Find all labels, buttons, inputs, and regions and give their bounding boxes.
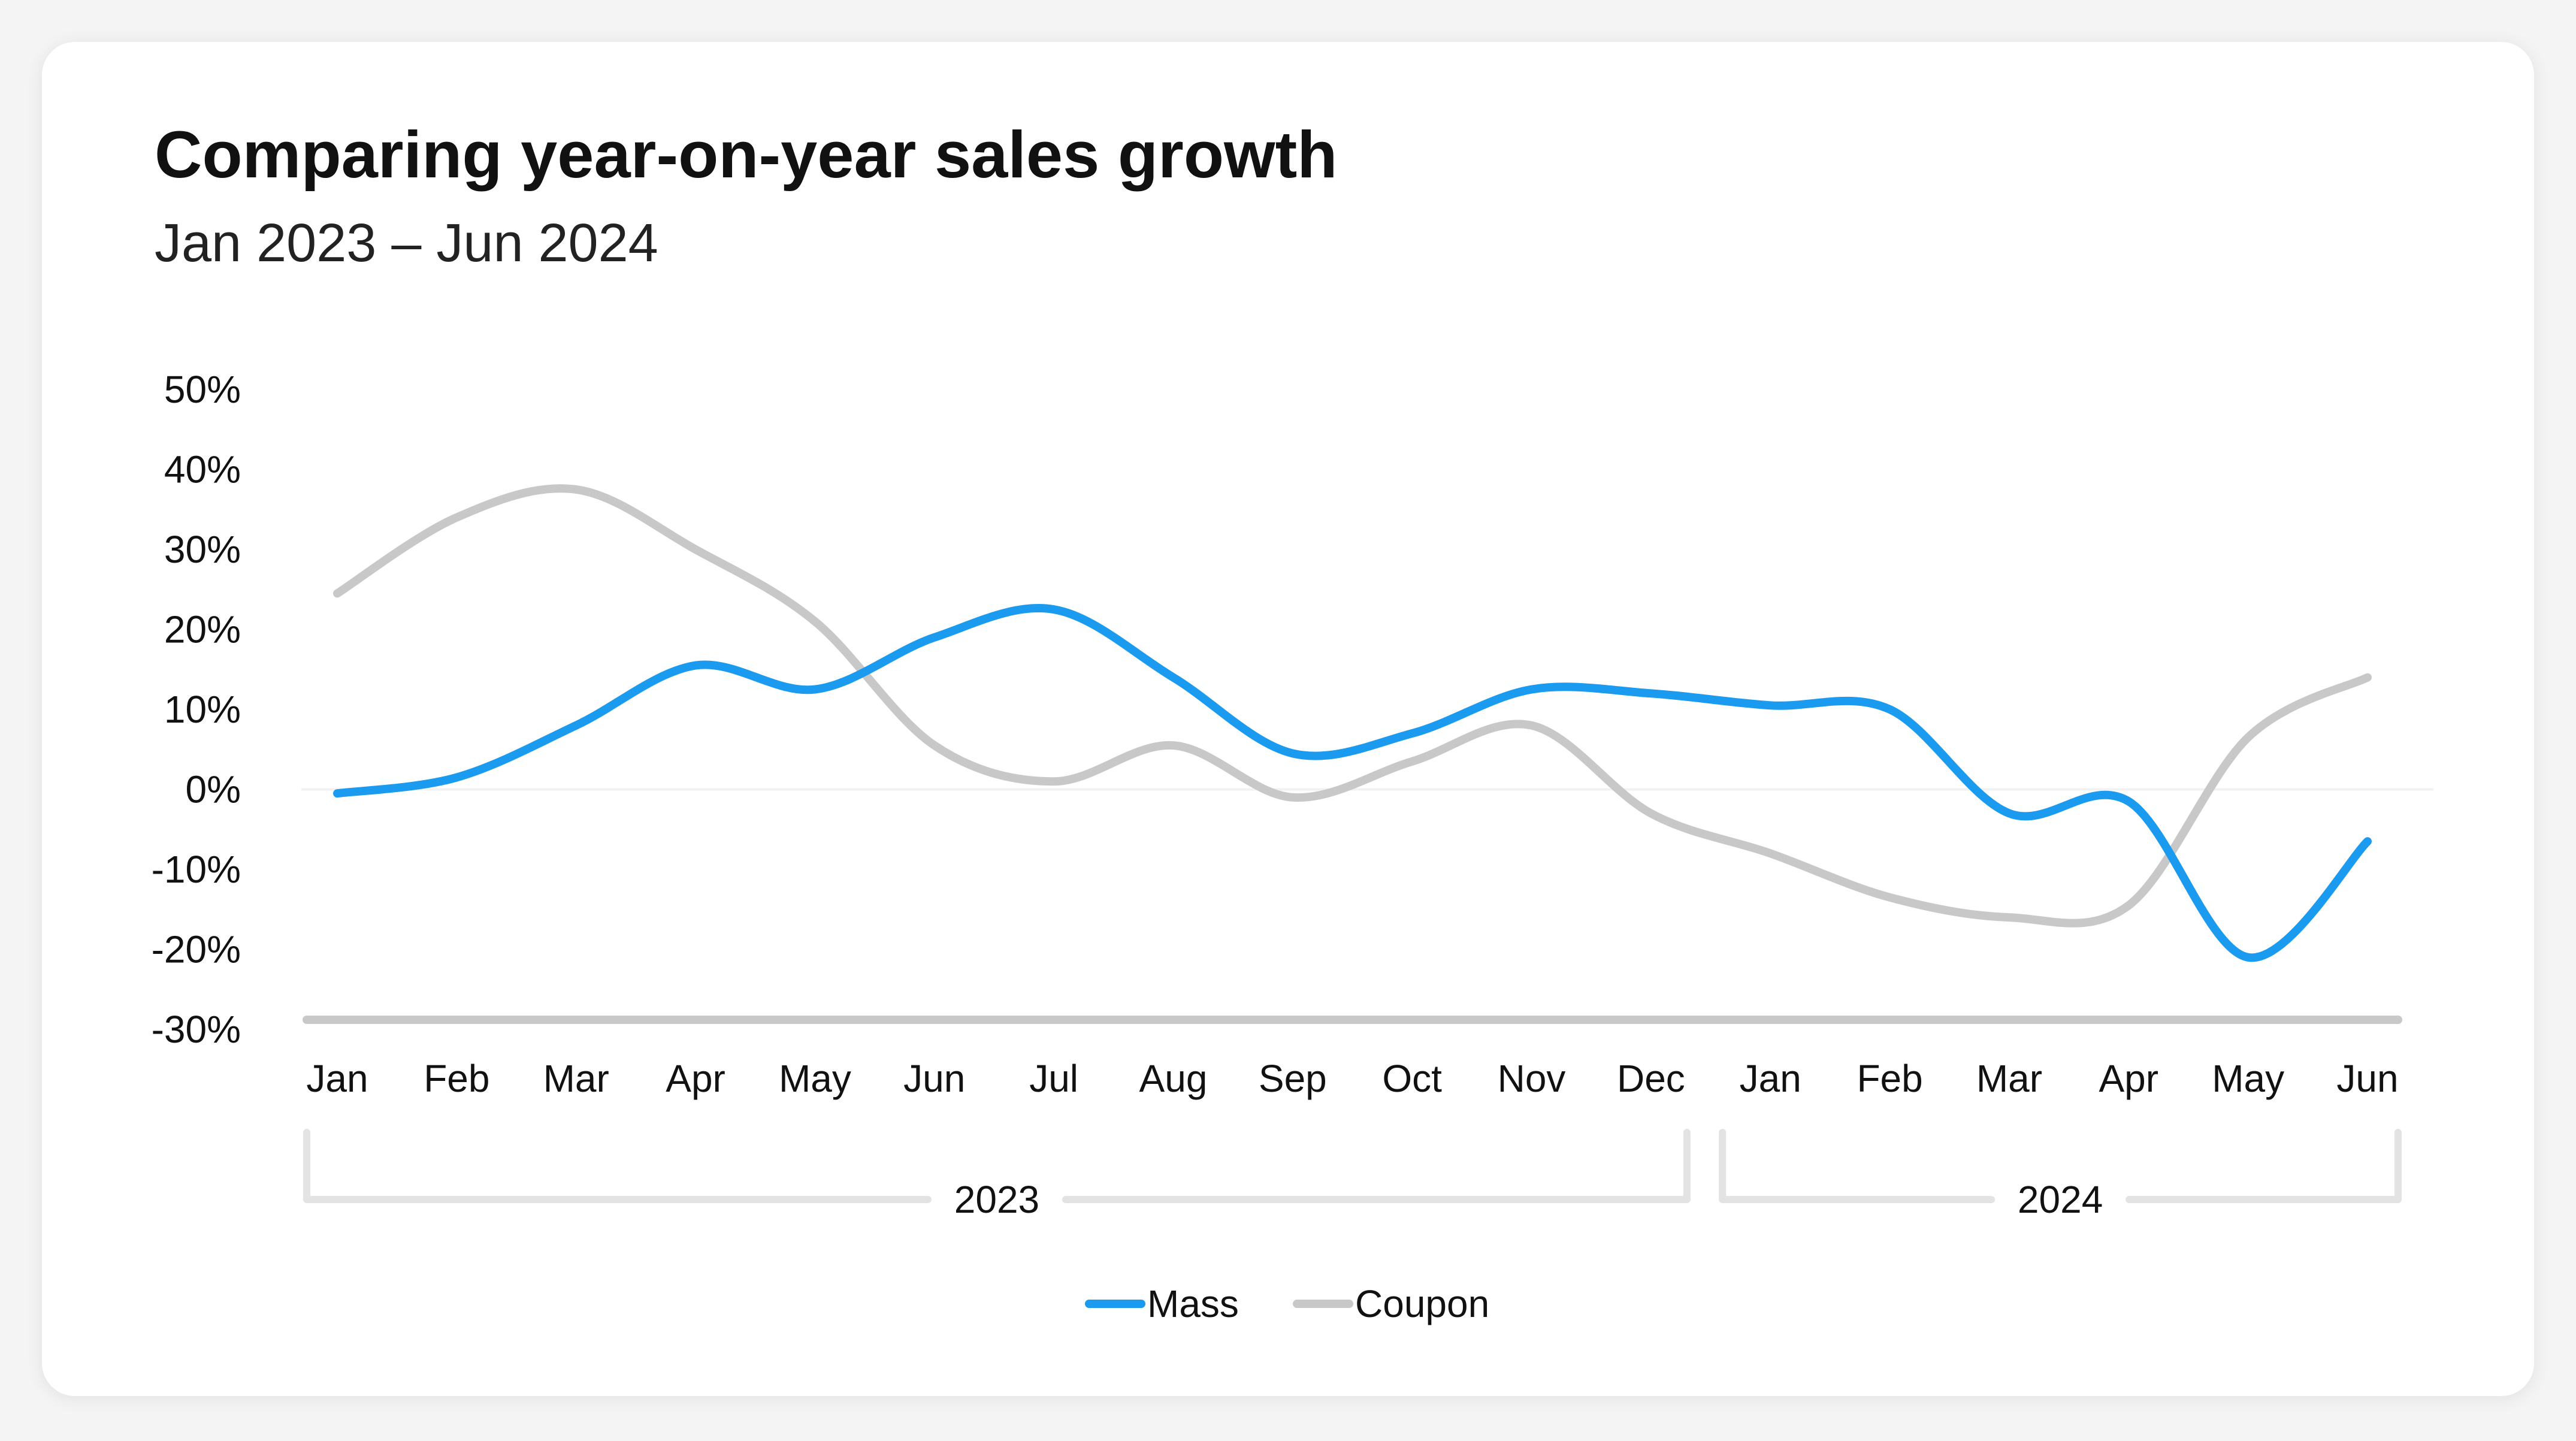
y-tick-label: -20% xyxy=(152,928,241,971)
year-label: 2024 xyxy=(2018,1178,2103,1221)
year-bracket-left xyxy=(303,1129,932,1203)
y-tick-label: 50% xyxy=(164,368,241,411)
series-line-coupon xyxy=(333,484,2372,928)
legend-item-mass: Mass xyxy=(1085,1282,1239,1325)
x-tick-label: Jan xyxy=(306,1057,368,1100)
year-bracket-left xyxy=(1719,1129,1996,1203)
year-bracket-right xyxy=(1062,1129,1691,1203)
legend: Mass Coupon xyxy=(1085,1282,1489,1325)
legend-label: Mass xyxy=(1147,1282,1239,1325)
x-tick-label: Jun xyxy=(903,1057,965,1100)
x-tick-label: Aug xyxy=(1139,1057,1208,1100)
x-tick-label: May xyxy=(779,1057,851,1100)
y-tick-label: 20% xyxy=(164,608,241,651)
x-tick-label: Apr xyxy=(666,1057,725,1100)
series-lines xyxy=(333,484,2372,962)
year-label: 2023 xyxy=(954,1178,1039,1221)
y-tick-label: 0% xyxy=(186,768,241,811)
x-tick-label: Feb xyxy=(424,1057,489,1100)
x-tick-label: Mar xyxy=(543,1057,609,1100)
x-tick-label: Mar xyxy=(1976,1057,2042,1100)
y-tick-label: 10% xyxy=(164,688,241,731)
y-axis: 50% 40% 30% 20% 10% 0% -10% -20% -30% xyxy=(152,368,241,1051)
x-axis: Jan Feb Mar Apr May Jun Jul Aug Sep Oct Nov Dec Jan F… xyxy=(306,1057,2398,1100)
x-tick-label: Feb xyxy=(1857,1057,1922,1100)
legend-item-coupon: Coupon xyxy=(1293,1282,1489,1325)
x-tick-label: Jun xyxy=(2336,1057,2398,1100)
year-groups: 2023 2024 xyxy=(303,1129,2402,1221)
year-bracket-right xyxy=(2125,1129,2402,1203)
y-tick-label: 30% xyxy=(164,528,241,571)
x-tick-label: Oct xyxy=(1382,1057,1442,1100)
year-group: 2024 xyxy=(1719,1129,2402,1221)
x-tick-label: Jan xyxy=(1740,1057,1801,1100)
legend-label: Coupon xyxy=(1355,1282,1489,1325)
chart-subtitle: Jan 2023 – Jun 2024 xyxy=(155,213,658,273)
x-tick-label: Sep xyxy=(1259,1057,1327,1100)
y-tick-label: -10% xyxy=(152,848,241,891)
series-line-mass xyxy=(333,604,2372,962)
x-tick-label: Apr xyxy=(2099,1057,2158,1100)
x-tick-label: May xyxy=(2212,1057,2284,1100)
y-tick-label: -30% xyxy=(152,1008,241,1051)
chart-title: Comparing year-on-year sales growth xyxy=(155,118,1338,192)
year-group: 2023 xyxy=(303,1129,1691,1221)
x-tick-label: Nov xyxy=(1498,1057,1566,1100)
x-tick-label: Jul xyxy=(1029,1057,1078,1100)
chart-card xyxy=(42,42,2534,1396)
y-tick-label: 40% xyxy=(164,448,241,491)
x-tick-label: Dec xyxy=(1617,1057,1685,1100)
